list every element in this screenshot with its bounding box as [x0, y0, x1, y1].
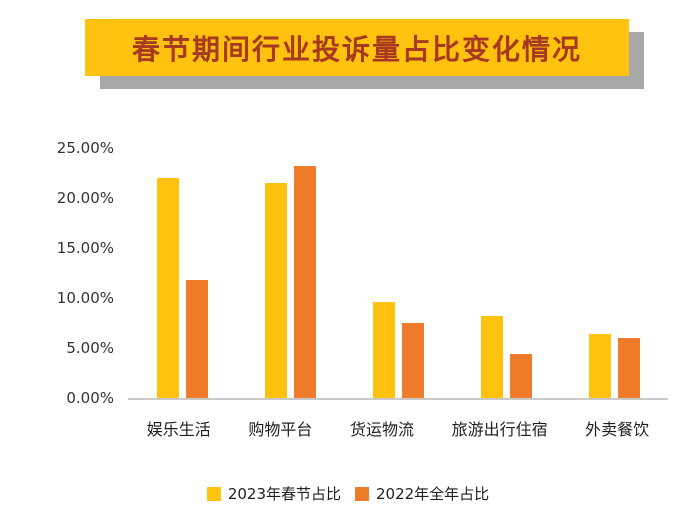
title-banner-wrap: 春节期间行业投诉量占比变化情况: [85, 19, 644, 89]
y-axis: 25.00% 20.00% 15.00% 10.00% 5.00% 0.00%: [42, 139, 120, 407]
bar-group: [156, 178, 208, 398]
bar-series2-娱乐生活[interactable]: [185, 280, 208, 398]
category-label: 旅游出行住宿: [451, 420, 548, 439]
category-label: 货运物流: [349, 420, 414, 439]
bar-series1-外卖餐饮[interactable]: [588, 334, 611, 398]
page-title: 春节期间行业投诉量占比变化情况: [131, 32, 582, 66]
bar-chart: 25.00% 20.00% 15.00% 10.00% 5.00% 0.00% 娱乐生活 购…: [42, 139, 670, 500]
bar-group: [480, 316, 532, 398]
y-tick-label: 0.00%: [66, 389, 114, 407]
bar-series2-旅游出行住宿[interactable]: [509, 354, 532, 398]
category-label: 外卖餐饮: [585, 420, 650, 439]
bar-series1-货运物流[interactable]: [372, 302, 395, 398]
bar-series1-购物平台[interactable]: [264, 183, 287, 398]
category-label: 娱乐生活: [146, 420, 211, 439]
bar-series1-娱乐生活[interactable]: [156, 178, 179, 398]
x-axis-labels: 娱乐生活 购物平台 货运物流 旅游出行住宿 外卖餐饮: [128, 416, 668, 440]
y-tick-label: 10.00%: [56, 289, 114, 307]
bar-series2-购物平台[interactable]: [293, 166, 316, 398]
bar-group: [588, 334, 640, 398]
bar-series1-旅游出行住宿[interactable]: [480, 316, 503, 398]
category-label: 购物平台: [248, 420, 313, 439]
plot-area: [128, 148, 668, 400]
bar-group: [372, 302, 424, 398]
bar-series2-货运物流[interactable]: [401, 323, 424, 398]
legend: 2023年春节占比 2022年全年占比: [0, 483, 696, 504]
legend-item[interactable]: 2023年春节占比: [206, 483, 341, 504]
y-tick-label: 15.00%: [56, 239, 114, 257]
y-tick-label: 25.00%: [56, 139, 114, 157]
y-tick-label: 20.00%: [56, 189, 114, 207]
bar-group: [264, 166, 316, 398]
legend-label: 2023年春节占比: [227, 485, 341, 503]
title-banner: 春节期间行业投诉量占比变化情况: [85, 19, 629, 76]
legend-label: 2022年全年占比: [376, 485, 490, 503]
legend-item[interactable]: 2022年全年占比: [355, 483, 489, 504]
legend-swatch: [206, 486, 221, 501]
y-tick-label: 5.00%: [66, 339, 114, 357]
legend-swatch: [355, 486, 369, 501]
bar-series2-外卖餐饮[interactable]: [617, 338, 640, 398]
